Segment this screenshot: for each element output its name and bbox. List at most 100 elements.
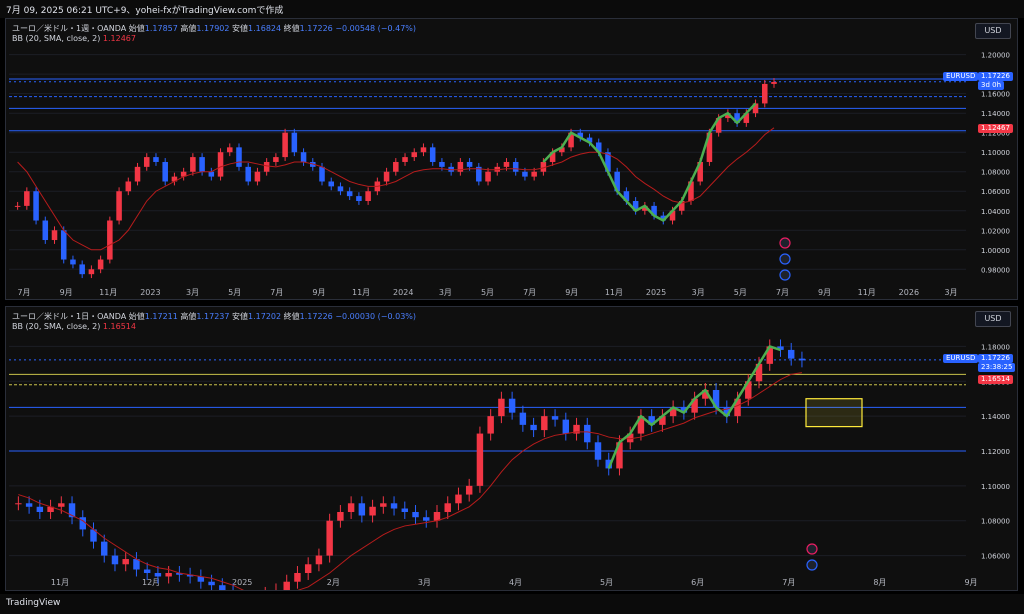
x-tick-label: 7月 [17, 288, 30, 297]
x-tick-label: 2023 [140, 288, 160, 297]
x-tick-label: 4月 [509, 578, 522, 587]
candle-body [171, 176, 178, 182]
x-tick-label: 9月 [964, 578, 977, 587]
x-tick-label: 8月 [873, 578, 886, 587]
candle-body [47, 506, 54, 512]
candle-body [58, 503, 65, 507]
low-label: 安値 [232, 24, 249, 33]
candle-body [632, 201, 639, 211]
candle-body [25, 503, 33, 507]
daily-indicator-row[interactable]: BB (20, SMA, close, 2) 1.16514 [12, 322, 136, 331]
candle-body [712, 390, 720, 408]
candle-body [291, 132, 298, 153]
candle-body [725, 113, 731, 119]
candle-body [263, 161, 270, 172]
elliott-wave-line [542, 102, 757, 222]
candle-body [433, 512, 441, 521]
candle-body [660, 215, 667, 221]
candle-body [623, 191, 630, 201]
candle-body [383, 171, 390, 182]
y-tick-label: 1.12000 [981, 448, 1010, 456]
candle-body [595, 142, 602, 153]
weekly-legend-row: ユーロ／米ドル・1週・OANDA 始値1.17857 高値1.17902 安値1… [12, 23, 416, 34]
daily-legend-row: ユーロ／米ドル・1日・OANDA 始値1.17211 高値1.17237 安値1… [12, 311, 416, 322]
x-tick-label: 7月 [776, 288, 789, 297]
weekly-indicator-row[interactable]: BB (20, SMA, close, 2) 1.12467 [12, 34, 136, 43]
daily-countdown-tag: 23:38:25 [978, 363, 1016, 372]
candle-body [487, 416, 494, 434]
candle-body [798, 358, 806, 361]
candle-body [777, 346, 784, 350]
candle-body [125, 181, 132, 192]
candle-body [637, 416, 645, 434]
candle-body [176, 573, 183, 575]
candle-body [669, 407, 677, 417]
candle-body [390, 503, 398, 509]
high-label: 高値 [180, 312, 197, 321]
candle-body [562, 419, 570, 434]
daily-chart-canvas[interactable]: 1.180001.160001.140001.120001.100001.080… [6, 307, 1017, 590]
candle-body [358, 503, 366, 516]
candle-body [254, 171, 261, 182]
candle-body [568, 132, 574, 148]
candle-body [153, 157, 159, 162]
candle-body [282, 132, 288, 158]
candle-body [369, 506, 376, 516]
currency-button[interactable]: USD [975, 311, 1011, 327]
daily-chart-pane[interactable]: 1.180001.160001.140001.120001.100001.080… [5, 306, 1018, 591]
candle-body [734, 113, 740, 123]
weekly-chart-canvas[interactable]: 1.200001.180001.160001.140001.120001.100… [6, 19, 1017, 299]
y-tick-label: 1.08000 [981, 169, 1010, 177]
candle-body [519, 412, 527, 425]
x-tick-label: 5月 [481, 288, 494, 297]
candle-body [688, 181, 694, 201]
candle-body [734, 398, 741, 417]
y-tick-label: 1.00000 [981, 247, 1010, 255]
candle-body [79, 517, 86, 530]
event-icon [779, 253, 791, 265]
y-tick-label: 1.14000 [981, 413, 1010, 421]
candle-body [743, 113, 750, 123]
candle-body [411, 152, 418, 158]
event-icon [806, 543, 818, 555]
candle-body [503, 161, 510, 167]
weekly-chart-pane[interactable]: 1.200001.180001.160001.140001.120001.100… [5, 18, 1018, 300]
candle-body [706, 132, 713, 162]
candle-body [154, 573, 162, 577]
candle-body [15, 503, 22, 505]
symbol-title: ユーロ／米ドル・1週・OANDA [12, 24, 127, 33]
candle-body [190, 157, 196, 172]
candle-body [723, 407, 731, 417]
x-tick-label: 5月 [734, 288, 747, 297]
candle-body [715, 118, 722, 133]
candle-body [745, 381, 752, 399]
candle-body [586, 137, 593, 143]
candle-body [466, 161, 473, 167]
event-icon [779, 237, 791, 249]
bb-label: BB (20, SMA, close, 2) [12, 34, 101, 43]
candle-body [60, 230, 67, 260]
x-tick-label: 9月 [312, 288, 325, 297]
candle-body [577, 132, 584, 138]
x-tick-label: 3月 [186, 288, 199, 297]
candle-body [217, 152, 224, 177]
x-tick-label: 5月 [600, 578, 613, 587]
close-value: 1.17226 [299, 312, 333, 321]
currency-button[interactable]: USD [975, 23, 1011, 39]
candle-body [199, 157, 205, 172]
x-tick-label: 11月 [99, 288, 117, 297]
header-title: 7月 09, 2025 06:21 UTC+9、yohei-fxがTrading… [6, 6, 284, 16]
candle-body [315, 555, 323, 565]
candle-body [476, 433, 484, 486]
event-icon [779, 269, 791, 281]
candle-body [273, 157, 279, 162]
low-label: 安値 [232, 312, 249, 321]
x-tick-label: 2026 [899, 288, 919, 297]
candle-body [455, 494, 462, 504]
low-value: 1.17202 [248, 312, 282, 321]
candle-body [283, 581, 290, 590]
candle-body [522, 171, 528, 177]
candle-body [771, 81, 777, 84]
target-zone-box [805, 398, 863, 428]
y-tick-label: 1.12000 [981, 130, 1010, 138]
